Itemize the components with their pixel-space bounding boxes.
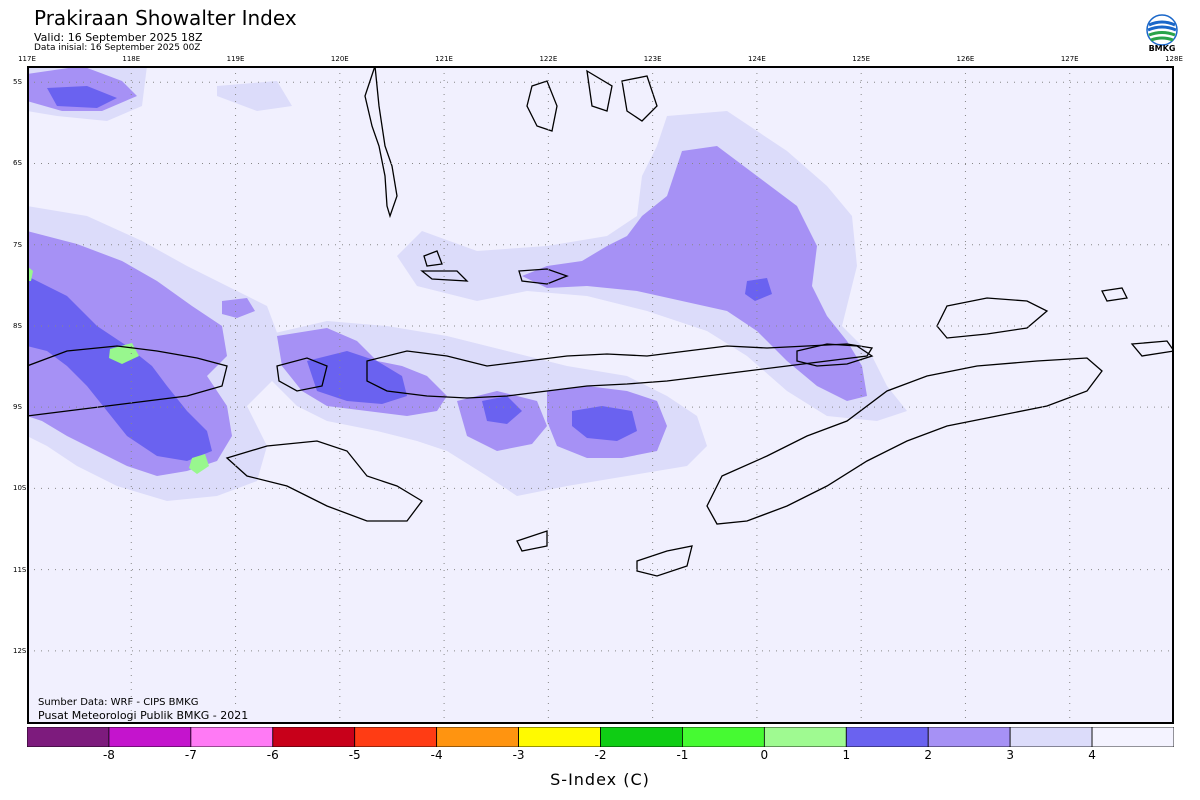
lon-tick-label: 127E [1060, 55, 1079, 63]
alor-coast [796, 343, 874, 367]
colorbar-swatch [600, 727, 683, 747]
colorbar-swatch [190, 727, 274, 747]
colorbar-swatch [927, 727, 1011, 747]
wowoni-coast [586, 69, 613, 112]
data-source: Sumber Data: WRF - CIPS BMKG [38, 697, 199, 708]
wetar-coast [936, 297, 1049, 339]
lat-tick-label: 7S [13, 240, 22, 249]
lat-tick-label: 9S [13, 403, 22, 412]
lon-tick-label: 123E [643, 55, 662, 63]
bali-coast [27, 345, 228, 417]
kep-coast [1101, 287, 1128, 302]
kalao-coast [420, 270, 469, 282]
tanahjampea-coast [518, 268, 569, 285]
map-border [27, 66, 1174, 724]
colorbar-swatch [1009, 727, 1093, 747]
colorbar-label: 0 [760, 748, 769, 762]
colorbar-label: 3 [1006, 748, 1014, 762]
colorbar-label: -8 [102, 748, 115, 762]
timor-coast [706, 357, 1103, 525]
flores-coast [366, 343, 874, 399]
lat-tick-label: 5S [13, 78, 22, 87]
showalter-map [27, 66, 1174, 724]
colorbar [27, 727, 1174, 747]
lat-tick-label: 8S [13, 321, 22, 330]
colorbar-label: 1 [842, 748, 851, 762]
colorbar-title: S-Index (C) [550, 770, 650, 789]
bmkg-logo-icon [1146, 14, 1178, 46]
colorbar-swatch [845, 727, 929, 747]
colorbar-swatch [1091, 727, 1174, 747]
lon-tick-label: 120E [330, 55, 349, 63]
colorbar-swatch [682, 727, 765, 747]
sawu-coast [516, 530, 548, 552]
colorbar-label: -4 [430, 748, 443, 762]
valid-time: Valid: 16 September 2025 18Z [34, 31, 203, 44]
muna-coast [621, 75, 658, 122]
publisher: Pusat Meteorologi Publik BMKG - 2021 [38, 709, 249, 722]
lon-tick-label: 117E [18, 55, 36, 63]
colorbar-swatch [436, 727, 519, 747]
colorbar-label: 4 [1088, 748, 1096, 762]
lat-tick-label: 6S [13, 159, 22, 168]
lat-tick-label: 10S [13, 484, 27, 493]
buton-coast [526, 80, 558, 132]
colorbar-swatch [354, 727, 438, 747]
colorbar-label: -6 [266, 748, 279, 762]
colorbar-swatch [518, 727, 601, 747]
colorbar-label: -2 [594, 748, 607, 762]
logo-text: BMKG [1148, 44, 1176, 53]
lat-tick-label: 12S [13, 646, 27, 655]
shading-level-1-2 [27, 86, 772, 461]
lat-tick-label: 11S [13, 565, 27, 574]
colorbar-swatch [763, 727, 847, 747]
lon-tick-label: 126E [956, 55, 975, 63]
colorbar-swatch [272, 727, 356, 747]
initial-data-time: Data inisial: 16 September 2025 00Z [34, 43, 201, 53]
kisar-coast [1130, 340, 1174, 357]
colorbar-swatch [27, 727, 110, 747]
rote-coast [636, 545, 693, 577]
colorbar-label: 2 [924, 748, 933, 762]
map-title: Prakiraan Showalter Index [34, 6, 297, 30]
lon-tick-label: 124E [748, 55, 766, 63]
lon-tick-label: 122E [539, 55, 558, 63]
lon-tick-label: 121E [435, 55, 453, 63]
colorbar-swatch [108, 727, 192, 747]
sulawesi-coast [364, 66, 398, 219]
graticule [27, 66, 1174, 724]
lon-tick-label: 119E [226, 55, 245, 63]
colorbar-label: -7 [184, 748, 197, 762]
lon-tick-label: 125E [852, 55, 871, 63]
colorbar-label: -1 [676, 748, 689, 762]
colorbar-label: -3 [512, 748, 525, 762]
selayar-coast [423, 250, 443, 267]
lombok-coast [276, 357, 328, 392]
lon-tick-label: 128E [1165, 55, 1183, 63]
lon-tick-label: 118E [122, 55, 141, 63]
coastlines [27, 66, 1174, 577]
sumbawa-coast [225, 440, 423, 522]
colorbar-label: -5 [348, 748, 361, 762]
